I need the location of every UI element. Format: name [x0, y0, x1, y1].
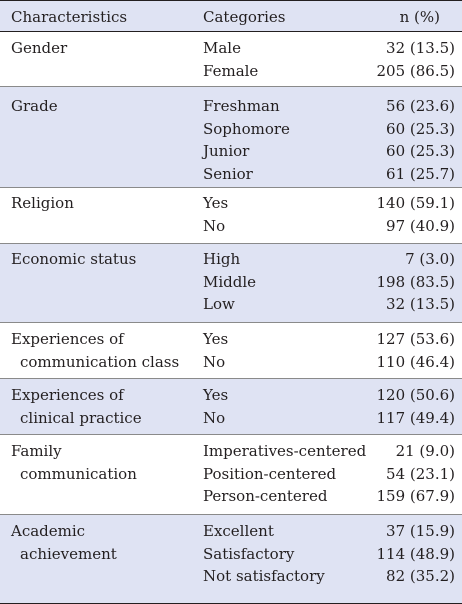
header-n-percent: n (%): [399, 8, 440, 26]
n-percent-cell-line: 32 (13.5): [386, 295, 455, 313]
table-group: Family communication Imperatives-centered P…: [0, 435, 462, 515]
category-cell: Male Female: [203, 37, 258, 82]
characteristic-label-line: Grade: [11, 97, 58, 115]
characteristic-label: Academic achievement: [11, 520, 117, 565]
characteristic-label-line: achievement: [20, 544, 117, 563]
category-cell-line: Freshman: [203, 97, 280, 115]
n-percent-cell: 7 (3.0) 198 (83.5) 32 (13.5): [376, 248, 455, 316]
category-cell-line: Excellent: [203, 522, 274, 540]
n-percent-cell: 127 (53.6) 110 (46.4): [376, 328, 455, 373]
n-percent-cell-line: 205 (86.5): [376, 61, 455, 80]
characteristic-label-line: communication: [20, 464, 137, 483]
characteristic-label-line: Economic status: [11, 250, 137, 268]
n-percent-cell-line: 127 (53.6): [376, 330, 455, 348]
category-cell-line: Senior: [203, 164, 253, 183]
table-group: Experiences of communication class Yes No 12…: [0, 323, 462, 379]
category-cell: Freshman Sophomore Junior Senior: [203, 95, 290, 185]
n-percent-cell-line: 114 (48.9): [376, 544, 455, 563]
table-header-row: Characteristics Categories n (%): [0, 0, 462, 32]
n-percent-cell-line: 60 (25.3): [386, 119, 455, 138]
characteristic-label: Grade: [11, 95, 58, 118]
n-percent-cell-line: 32 (13.5): [386, 39, 455, 57]
category-cell-line: Female: [203, 61, 259, 80]
n-percent-cell-line: 159 (67.9): [376, 487, 455, 505]
header-categories: Categories: [203, 8, 286, 26]
n-percent-cell-line: 7 (3.0): [405, 250, 455, 268]
characteristic-label: Religion: [11, 192, 74, 215]
n-percent-cell-line: 61 (25.7): [386, 164, 455, 183]
characteristic-label-line: Academic: [11, 522, 86, 540]
category-cell-line: Sophomore: [203, 119, 290, 138]
n-percent-cell: 120 (50.6) 117 (49.4): [376, 384, 455, 429]
n-percent-cell-line: 117 (49.4): [376, 408, 455, 427]
category-cell-line: No: [203, 408, 226, 427]
n-percent-cell-line: 60 (25.3): [386, 142, 455, 160]
category-cell-line: Satisfactory: [203, 544, 295, 563]
n-percent-cell-line: 82 (35.2): [386, 567, 455, 585]
n-percent-cell: 140 (59.1) 97 (40.9): [376, 192, 455, 237]
n-percent-cell: 56 (23.6) 60 (25.3) 60 (25.3) 61 (25.7): [386, 95, 455, 185]
table-group: Grade Freshman Sophomore Junior Senior 56 (23…: [0, 87, 462, 188]
category-cell-line: High: [203, 250, 241, 268]
characteristic-label: Experiences of clinical practice: [11, 384, 142, 429]
n-percent-cell-line: 37 (15.9): [386, 522, 455, 540]
n-percent-cell-line: 54 (23.1): [386, 464, 455, 483]
characteristic-label: Experiences of communication class: [11, 328, 179, 373]
category-cell-line: Low: [203, 295, 235, 313]
category-cell-line: Person-centered: [203, 487, 328, 505]
table-body: Gender Male Female 32 (13.5) 205 (86.5) Grade…: [0, 32, 462, 604]
characteristic-label-line: Family: [11, 442, 62, 460]
category-cell-line: Yes: [203, 194, 229, 212]
category-cell-line: Not satisfactory: [203, 567, 325, 585]
characteristic-label: Family communication: [11, 440, 137, 485]
n-percent-cell-line: 97 (40.9): [386, 216, 455, 235]
n-percent-cell: 32 (13.5) 205 (86.5): [376, 37, 455, 82]
table-group: Religion Yes No 140 (59.1) 97 (40.9): [0, 188, 462, 244]
table-group: Experiences of clinical practice Yes No 120 …: [0, 379, 462, 435]
n-percent-cell: 37 (15.9) 114 (48.9) 82 (35.2): [376, 520, 455, 588]
n-percent-cell-line: 120 (50.6): [376, 386, 455, 404]
category-cell-line: Middle: [203, 272, 257, 291]
n-percent-cell-line: 21 (9.0): [395, 442, 455, 460]
characteristic-label-line: Religion: [11, 194, 74, 212]
category-cell: Yes No: [203, 192, 228, 237]
characteristic-label-line: Experiences of: [11, 386, 124, 404]
table-group: Academic achievement Excellent Satisfactory…: [0, 515, 462, 604]
category-cell: High Middle Low: [203, 248, 256, 316]
table-group: Economic status High Middle Low 7 (3.0) 198 (…: [0, 244, 462, 323]
n-percent-cell-line: 198 (83.5): [376, 272, 455, 291]
category-cell-line: Male: [203, 39, 241, 57]
category-cell: Excellent Satisfactory Not satisfactory: [203, 520, 325, 588]
category-cell: Yes No: [203, 328, 228, 373]
category-cell-line: No: [203, 216, 226, 235]
n-percent-cell-line: 56 (23.6): [386, 97, 455, 115]
category-cell-line: Imperatives-centered: [203, 442, 367, 460]
n-percent-cell-line: 140 (59.1): [376, 194, 455, 212]
table-group: Gender Male Female 32 (13.5) 205 (86.5): [0, 32, 462, 87]
n-percent-cell: 21 (9.0) 54 (23.1) 159 (67.9): [376, 440, 455, 508]
category-cell-line: No: [203, 352, 226, 371]
header-characteristics: Characteristics: [11, 8, 128, 26]
characteristic-label-line: clinical practice: [20, 408, 142, 427]
n-percent-cell-line: 110 (46.4): [376, 352, 455, 371]
category-cell: Yes No: [203, 384, 228, 429]
characteristic-label-line: Experiences of: [11, 330, 124, 348]
characteristic-label-line: Gender: [11, 39, 68, 57]
category-cell-line: Position-centered: [203, 464, 337, 483]
category-cell-line: Yes: [203, 386, 229, 404]
characteristic-label: Economic status: [11, 248, 136, 271]
characteristic-label-line: communication class: [20, 352, 180, 371]
category-cell-line: Yes: [203, 330, 229, 348]
category-cell: Imperatives-centered Position-centered Per…: [203, 440, 366, 508]
characteristic-label: Gender: [11, 37, 67, 60]
category-cell-line: Junior: [203, 142, 250, 160]
